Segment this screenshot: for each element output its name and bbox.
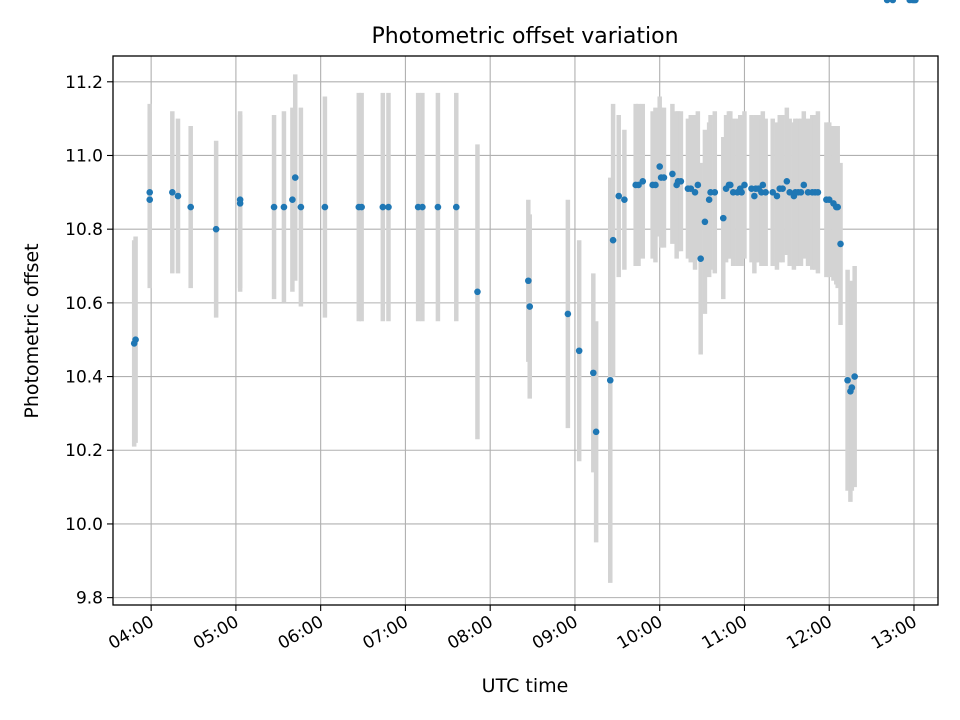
y-tick-label: 10.6: [65, 294, 103, 314]
data-point: [169, 189, 176, 196]
data-point: [379, 203, 387, 211]
data-point: [779, 185, 786, 192]
data-point: [358, 203, 365, 211]
data-point: [606, 376, 614, 384]
data-point: [474, 288, 481, 296]
data-point: [711, 189, 719, 196]
data-point: [701, 218, 709, 226]
data-point: [844, 376, 851, 384]
chart-title: Photometric offset variation: [371, 24, 678, 49]
data-point: [652, 181, 659, 189]
data-point: [609, 236, 617, 244]
y-tick-label: 10.0: [65, 515, 103, 535]
y-tick-label: 11.2: [65, 73, 103, 93]
plot-frame: [112, 55, 939, 606]
data-point: [834, 203, 842, 211]
data-point: [236, 200, 244, 207]
data-point: [280, 203, 288, 211]
data-point: [848, 384, 856, 391]
data-point: [174, 192, 182, 200]
data-point: [727, 181, 734, 189]
data-point: [639, 177, 647, 185]
y-axis-label: Photometric offset: [21, 243, 43, 418]
y-tick-label: 11.0: [65, 146, 103, 166]
data-point: [697, 255, 704, 262]
data-point: [656, 163, 664, 170]
data-point: [621, 196, 628, 203]
data-point: [615, 192, 623, 200]
data-point: [575, 347, 583, 355]
data-point: [738, 189, 745, 196]
x-axis-label: UTC time: [482, 675, 569, 697]
data-point: [797, 189, 805, 196]
y-tick-label: 10.4: [65, 368, 103, 388]
data-point: [434, 203, 442, 211]
data-point: [837, 240, 844, 248]
data-point: [592, 428, 600, 436]
data-point: [773, 192, 781, 200]
data-point: [187, 203, 194, 211]
data-point: [212, 225, 220, 233]
data-point: [321, 203, 329, 211]
data-point: [452, 203, 460, 211]
data-point: [759, 181, 767, 189]
y-axis: 9.8 10.0 10.2 10.4 10.6 10.8 11.0 11.2: [65, 73, 113, 609]
data-point: [146, 189, 154, 196]
data-point: [800, 181, 808, 189]
data-point: [889, 0, 897, 4]
data-points: [130, 0, 919, 436]
data-point: [705, 196, 713, 203]
data-point: [677, 177, 685, 185]
data-point: [691, 189, 699, 196]
data-point: [912, 0, 919, 4]
data-point: [694, 181, 702, 189]
data-point: [419, 203, 426, 211]
data-point: [719, 214, 727, 222]
y-tick-label: 10.8: [65, 220, 103, 240]
data-point: [291, 174, 299, 181]
data-point: [741, 181, 748, 189]
data-point: [590, 369, 597, 377]
y-tick-label: 10.2: [65, 441, 103, 461]
data-point: [525, 277, 532, 285]
grid: [113, 56, 938, 605]
data-point: [297, 203, 305, 211]
data-point: [762, 189, 769, 196]
data-point: [851, 373, 858, 380]
data-point: [146, 196, 154, 203]
data-point: [783, 177, 791, 185]
data-point: [883, 0, 891, 4]
data-point: [814, 189, 822, 196]
data-point: [526, 303, 534, 310]
data-point: [270, 203, 278, 211]
data-point: [289, 196, 296, 203]
data-point: [751, 192, 758, 200]
data-point: [660, 174, 668, 181]
y-tick-label: 9.8: [76, 589, 103, 609]
data-point: [385, 203, 392, 211]
data-point: [669, 170, 676, 178]
data-point: [564, 310, 572, 318]
data-point: [132, 336, 139, 344]
